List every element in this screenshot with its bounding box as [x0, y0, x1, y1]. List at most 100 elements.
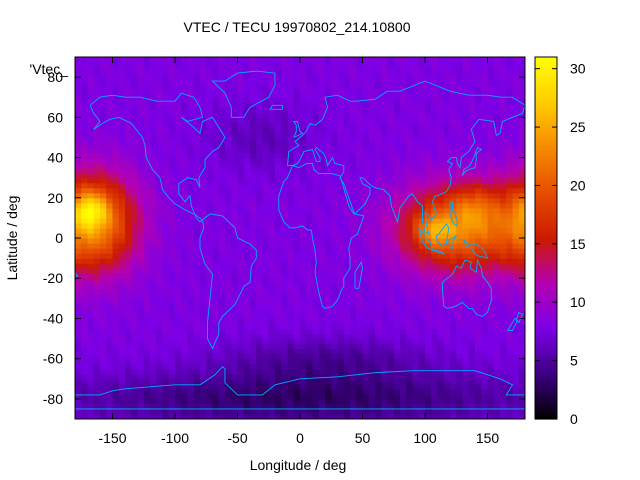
heatmap-cell [262, 147, 270, 154]
heatmap-cell [93, 177, 101, 184]
heatmap-cell [131, 243, 139, 249]
heatmap-cell [412, 338, 420, 345]
heatmap-cell [512, 197, 520, 204]
heatmap-cell [300, 147, 307, 154]
heatmap-cell [112, 217, 120, 224]
heatmap-cell [150, 232, 157, 239]
heatmap-cell [275, 323, 282, 330]
heatmap-cell [87, 323, 95, 330]
heatmap-cell [362, 142, 370, 149]
heatmap-cell [368, 152, 376, 159]
heatmap-cell [518, 383, 525, 390]
heatmap-cell [200, 157, 207, 164]
heatmap-cell [343, 122, 351, 128]
heatmap-cell [231, 232, 239, 239]
heatmap-cell [481, 182, 489, 189]
heatmap-cell [187, 318, 195, 325]
heatmap-cell [118, 132, 126, 139]
heatmap-cell [150, 283, 157, 289]
heatmap-cell [81, 378, 89, 385]
heatmap-cell [281, 102, 289, 108]
heatmap-cell [312, 268, 320, 274]
heatmap-cell [437, 348, 445, 355]
heatmap-cell [393, 378, 401, 385]
heatmap-cell [237, 373, 245, 380]
heatmap-cell [468, 217, 476, 224]
heatmap-cell [275, 248, 282, 254]
heatmap-cell [312, 348, 320, 355]
heatmap-cell [306, 363, 314, 370]
heatmap-cell [318, 102, 326, 108]
heatmap-cell [312, 243, 320, 249]
heatmap-cell [481, 212, 489, 219]
heatmap-cell [212, 273, 220, 279]
heatmap-cell [325, 258, 332, 264]
heatmap-cell [262, 263, 270, 269]
heatmap-cell [268, 263, 276, 269]
heatmap-cell [318, 368, 326, 375]
heatmap-cell [406, 398, 414, 405]
heatmap-cell [112, 288, 120, 294]
heatmap-cell [362, 368, 370, 375]
heatmap-cell [375, 87, 382, 93]
heatmap-cell [493, 363, 501, 370]
heatmap-cell [356, 358, 364, 365]
heatmap-cell [262, 308, 270, 315]
heatmap-cell [218, 217, 226, 224]
heatmap-cell [487, 343, 495, 350]
heatmap-cell [200, 162, 207, 169]
heatmap-cell [312, 248, 320, 254]
heatmap-cell [400, 182, 407, 189]
heatmap-cell [87, 318, 95, 325]
heatmap-cell [137, 253, 145, 259]
heatmap-cell [300, 348, 307, 355]
heatmap-cell [175, 72, 182, 78]
heatmap-cell [112, 152, 120, 159]
heatmap-cell [225, 87, 232, 93]
heatmap-cell [325, 413, 332, 419]
heatmap-cell [100, 157, 107, 164]
heatmap-cell [268, 413, 276, 419]
heatmap-cell [512, 348, 520, 355]
heatmap-cell [193, 403, 201, 410]
heatmap-cell [387, 273, 395, 279]
heatmap-cell [400, 338, 407, 345]
heatmap-cell [456, 258, 464, 264]
heatmap-cell [343, 343, 351, 350]
heatmap-cell [300, 313, 307, 320]
heatmap-cell [143, 207, 151, 214]
heatmap-cell [93, 368, 101, 375]
heatmap-cell [487, 353, 495, 360]
heatmap-cell [243, 373, 251, 380]
heatmap-cell [493, 87, 501, 93]
heatmap-cell [481, 152, 489, 159]
heatmap-cell [262, 117, 270, 123]
heatmap-cell [118, 238, 126, 244]
heatmap-cell [481, 403, 489, 410]
heatmap-cell [131, 212, 139, 219]
heatmap-cell [450, 77, 457, 83]
heatmap-cell [462, 263, 470, 269]
heatmap-cell [381, 323, 389, 330]
heatmap-cell [193, 348, 201, 355]
heatmap-cell [237, 263, 245, 269]
heatmap-cell [468, 222, 476, 229]
heatmap-cell [125, 77, 132, 83]
heatmap-cell [487, 227, 495, 234]
heatmap-cell [500, 388, 507, 395]
heatmap-cell [431, 358, 439, 365]
heatmap-cell [306, 232, 314, 239]
heatmap-cell [450, 187, 457, 194]
heatmap-cell [112, 187, 120, 194]
heatmap-cell [206, 132, 214, 139]
heatmap-cell [425, 248, 432, 254]
heatmap-cell [375, 373, 382, 380]
heatmap-cell [200, 97, 207, 103]
heatmap-cell [231, 333, 239, 340]
heatmap-cell [281, 353, 289, 360]
heatmap-cell [431, 127, 439, 134]
heatmap-cell [337, 408, 345, 415]
heatmap-cell [468, 343, 476, 350]
heatmap-cell [81, 398, 89, 405]
heatmap-cell [493, 157, 501, 164]
